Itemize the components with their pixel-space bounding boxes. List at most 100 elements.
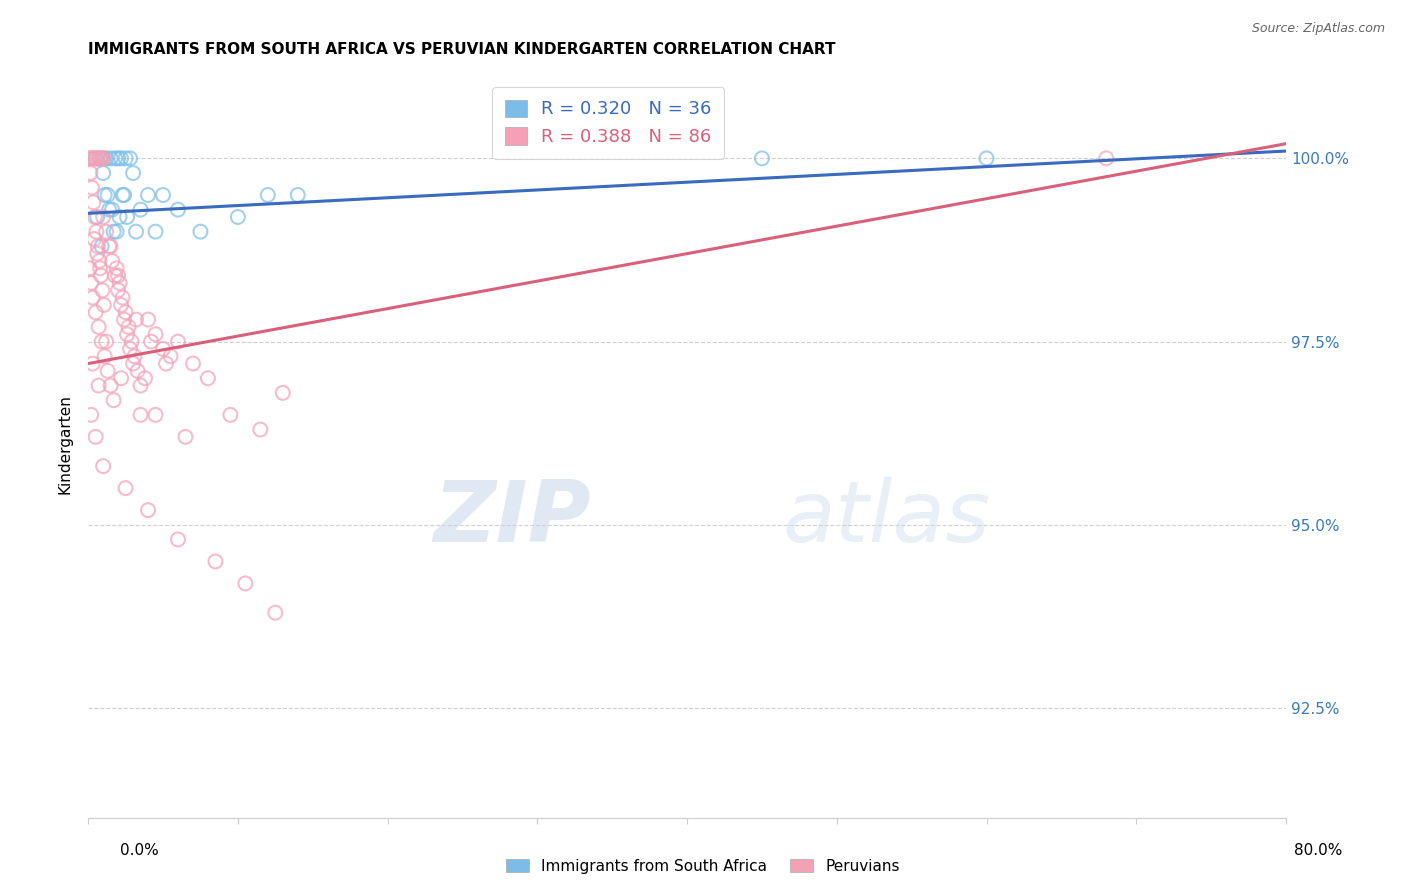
Point xyxy=(117,320,139,334)
Point xyxy=(90,334,112,349)
Point xyxy=(84,152,107,166)
Point xyxy=(127,364,149,378)
Point xyxy=(94,334,117,349)
Point xyxy=(91,283,114,297)
Point xyxy=(84,430,107,444)
Point xyxy=(129,408,152,422)
Point xyxy=(174,430,197,444)
Point xyxy=(111,291,134,305)
Point xyxy=(86,210,108,224)
Point xyxy=(226,210,249,224)
Point xyxy=(91,152,114,166)
Point xyxy=(98,202,121,217)
Text: IMMIGRANTS FROM SOUTH AFRICA VS PERUVIAN KINDERGARTEN CORRELATION CHART: IMMIGRANTS FROM SOUTH AFRICA VS PERUVIAN… xyxy=(89,42,835,57)
Point xyxy=(79,166,101,180)
Point xyxy=(86,246,108,260)
Point xyxy=(136,503,159,517)
Point xyxy=(89,254,111,268)
Point xyxy=(79,261,101,276)
Point xyxy=(115,327,138,342)
Text: ZIP: ZIP xyxy=(433,477,592,560)
Point xyxy=(82,357,104,371)
Y-axis label: Kindergarten: Kindergarten xyxy=(58,394,72,494)
Point xyxy=(181,357,204,371)
Point xyxy=(91,166,114,180)
Point xyxy=(100,378,122,392)
Point xyxy=(91,459,114,474)
Point xyxy=(139,334,162,349)
Point xyxy=(197,371,219,385)
Point xyxy=(101,202,124,217)
Point xyxy=(751,152,773,166)
Point xyxy=(249,423,271,437)
Point xyxy=(86,225,108,239)
Point xyxy=(90,152,112,166)
Point xyxy=(87,239,110,253)
Point xyxy=(90,239,112,253)
Point xyxy=(103,225,125,239)
Point xyxy=(105,225,128,239)
Point xyxy=(93,188,115,202)
Point xyxy=(256,188,278,202)
Point xyxy=(89,261,111,276)
Point xyxy=(84,305,107,319)
Point xyxy=(93,298,115,312)
Point xyxy=(190,225,212,239)
Point xyxy=(94,152,117,166)
Point xyxy=(114,481,136,495)
Point xyxy=(93,349,115,363)
Point xyxy=(976,152,998,166)
Point xyxy=(107,152,129,166)
Text: atlas: atlas xyxy=(783,477,991,560)
Point xyxy=(108,210,131,224)
Point xyxy=(167,202,190,217)
Point xyxy=(80,276,103,290)
Point xyxy=(167,533,190,547)
Point xyxy=(89,152,111,166)
Point xyxy=(129,202,152,217)
Point xyxy=(104,152,127,166)
Point xyxy=(83,210,105,224)
Point xyxy=(80,180,103,194)
Point xyxy=(125,225,148,239)
Point xyxy=(91,210,114,224)
Point xyxy=(82,152,104,166)
Point xyxy=(136,312,159,326)
Point xyxy=(83,232,105,246)
Point xyxy=(111,188,134,202)
Point xyxy=(124,349,146,363)
Point xyxy=(94,225,117,239)
Point xyxy=(1095,152,1118,166)
Point xyxy=(120,342,142,356)
Point xyxy=(121,334,143,349)
Point xyxy=(235,576,257,591)
Point xyxy=(105,261,128,276)
Point xyxy=(122,357,145,371)
Point xyxy=(152,342,174,356)
Point xyxy=(79,152,101,166)
Point xyxy=(83,152,105,166)
Point xyxy=(87,378,110,392)
Point xyxy=(104,268,127,283)
Point xyxy=(107,283,129,297)
Point xyxy=(87,320,110,334)
Point xyxy=(87,152,110,166)
Point xyxy=(110,298,132,312)
Point xyxy=(110,371,132,385)
Point xyxy=(145,327,167,342)
Point xyxy=(108,276,131,290)
Point xyxy=(264,606,287,620)
Point xyxy=(271,385,294,400)
Text: 0.0%: 0.0% xyxy=(120,843,159,858)
Point xyxy=(114,152,136,166)
Point xyxy=(115,210,138,224)
Point xyxy=(287,188,309,202)
Point xyxy=(134,371,156,385)
Point xyxy=(145,408,167,422)
Point xyxy=(84,152,107,166)
Point xyxy=(98,239,121,253)
Point xyxy=(100,239,122,253)
Point xyxy=(159,349,181,363)
Point xyxy=(110,152,132,166)
Point xyxy=(129,378,152,392)
